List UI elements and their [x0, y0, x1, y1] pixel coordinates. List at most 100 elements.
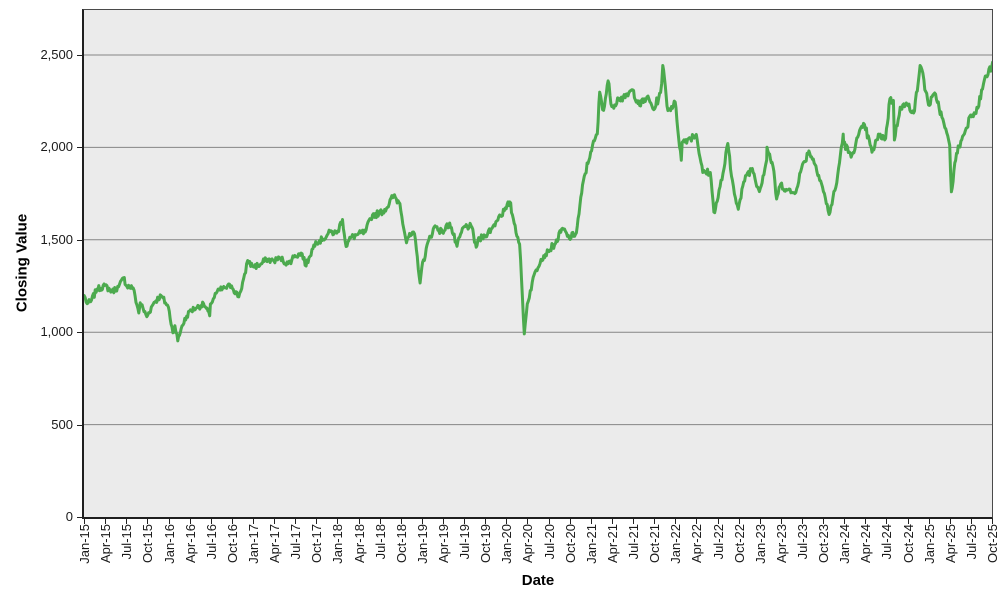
- y-tick-label: 1,500: [40, 231, 73, 247]
- x-tick-mark: [865, 519, 867, 524]
- x-tick-mark: [168, 519, 170, 524]
- y-tick-label: 2,000: [40, 139, 73, 155]
- x-tick-mark: [295, 519, 297, 524]
- x-tick-label: Jan-22: [668, 524, 684, 564]
- x-tick-label: Jul-15: [119, 524, 135, 560]
- x-tick-mark: [823, 519, 825, 524]
- x-tick-label: Apr-21: [604, 524, 620, 564]
- x-tick-mark: [780, 519, 782, 524]
- x-tick-label: Apr-17: [267, 524, 282, 564]
- x-tick-label: Oct-19: [478, 524, 494, 564]
- x-tick-mark: [802, 519, 803, 524]
- x-tick-mark: [633, 519, 634, 524]
- x-tick-label: Apr-25: [942, 524, 958, 564]
- x-tick-label: Oct-24: [900, 524, 916, 564]
- x-tick-mark: [548, 519, 550, 524]
- y-tick-mark: [77, 424, 83, 426]
- x-tick-label: Oct-15: [140, 524, 156, 564]
- x-tick-label: Jul-18: [372, 524, 388, 560]
- x-tick-label: Apr-18: [351, 524, 367, 564]
- x-tick-mark: [274, 519, 275, 524]
- x-tick-mark: [759, 519, 761, 524]
- x-tick-label: Oct-18: [393, 524, 409, 564]
- y-tick-mark: [77, 55, 83, 56]
- x-tick-label: Jan-19: [414, 524, 430, 564]
- x-tick-label: Jul-21: [626, 524, 641, 560]
- x-tick-mark: [590, 519, 592, 524]
- x-tick-label: Jan-24: [837, 524, 853, 564]
- x-tick-label: Apr-20: [520, 524, 536, 564]
- x-tick-label: Jan-17: [245, 524, 261, 564]
- x-tick-label: Jul-23: [795, 524, 810, 560]
- x-tick-label: Jan-21: [583, 524, 599, 564]
- x-tick-label: Oct-22: [731, 524, 747, 564]
- x-tick-mark: [189, 519, 191, 524]
- x-tick-label: Apr-23: [773, 524, 789, 564]
- x-tick-label: Oct-25: [985, 524, 1000, 564]
- x-tick-mark: [252, 519, 254, 524]
- plot-canvas: [84, 54, 992, 426]
- x-tick-label: Jan-20: [499, 524, 515, 564]
- x-tick-mark: [358, 519, 360, 524]
- x-tick-label: Oct-23: [816, 524, 832, 564]
- x-tick-mark: [105, 519, 107, 524]
- x-tick-label: Oct-20: [562, 524, 578, 564]
- x-tick-mark: [844, 519, 846, 524]
- x-tick-mark: [231, 519, 233, 524]
- x-tick-mark: [126, 519, 128, 524]
- x-tick-label: Jul-25: [963, 524, 979, 560]
- x-tick-mark: [421, 519, 423, 524]
- x-tick-label: Jan-15: [77, 524, 92, 564]
- x-tick-mark: [738, 519, 740, 524]
- x-axis-title: Date: [521, 572, 555, 589]
- y-tick-label: 0: [65, 509, 73, 524]
- x-tick-label: Jan-23: [752, 524, 768, 564]
- x-tick-mark: [696, 519, 698, 524]
- x-tick-mark: [147, 519, 149, 524]
- x-tick-label: Jan-18: [330, 524, 346, 564]
- y-tick-mark: [77, 239, 83, 241]
- x-tick-label: Jul-17: [288, 524, 304, 560]
- x-tick-mark: [569, 519, 571, 524]
- x-tick-mark: [84, 519, 85, 524]
- x-tick-mark: [928, 519, 930, 524]
- x-tick-mark: [379, 519, 381, 524]
- x-tick-mark: [316, 519, 318, 524]
- x-tick-mark: [337, 519, 339, 524]
- x-tick-label: Apr-24: [858, 524, 874, 564]
- x-tick-label: Oct-21: [647, 524, 663, 564]
- x-tick-mark: [717, 519, 719, 524]
- x-tick-mark: [675, 519, 677, 524]
- x-tick-label: Apr-16: [182, 524, 198, 564]
- x-tick-label: Oct-16: [224, 524, 240, 564]
- y-tick-label: 1,000: [40, 324, 73, 340]
- y-axis-title: Closing Value: [13, 213, 31, 313]
- series-line: [84, 60, 992, 343]
- x-tick-mark: [949, 519, 951, 524]
- plot-area: [82, 9, 993, 519]
- x-tick-mark: [527, 519, 529, 524]
- y-tick-mark: [77, 332, 83, 334]
- x-tick-label: Jul-24: [879, 524, 895, 560]
- x-tick-mark: [400, 519, 402, 524]
- y-tick-mark: [77, 517, 83, 518]
- x-tick-mark: [886, 519, 888, 524]
- x-tick-mark: [970, 519, 972, 524]
- x-tick-mark: [611, 519, 613, 524]
- y-tick-label: 500: [51, 416, 73, 432]
- x-tick-label: Jan-16: [161, 524, 177, 564]
- x-tick-mark: [210, 519, 212, 524]
- x-tick-label: Oct-17: [309, 524, 325, 564]
- x-tick-label: Jul-16: [203, 524, 219, 560]
- x-tick-mark: [485, 519, 487, 524]
- x-tick-mark: [654, 519, 656, 524]
- x-tick-mark: [506, 519, 508, 524]
- x-tick-label: Jan-25: [921, 524, 937, 564]
- x-tick-label: Apr-22: [689, 524, 705, 564]
- x-tick-label: Apr-19: [436, 524, 451, 564]
- x-tick-mark: [907, 519, 909, 524]
- x-tick-mark: [992, 519, 993, 524]
- x-tick-mark: [464, 519, 466, 524]
- y-tick-mark: [77, 147, 83, 149]
